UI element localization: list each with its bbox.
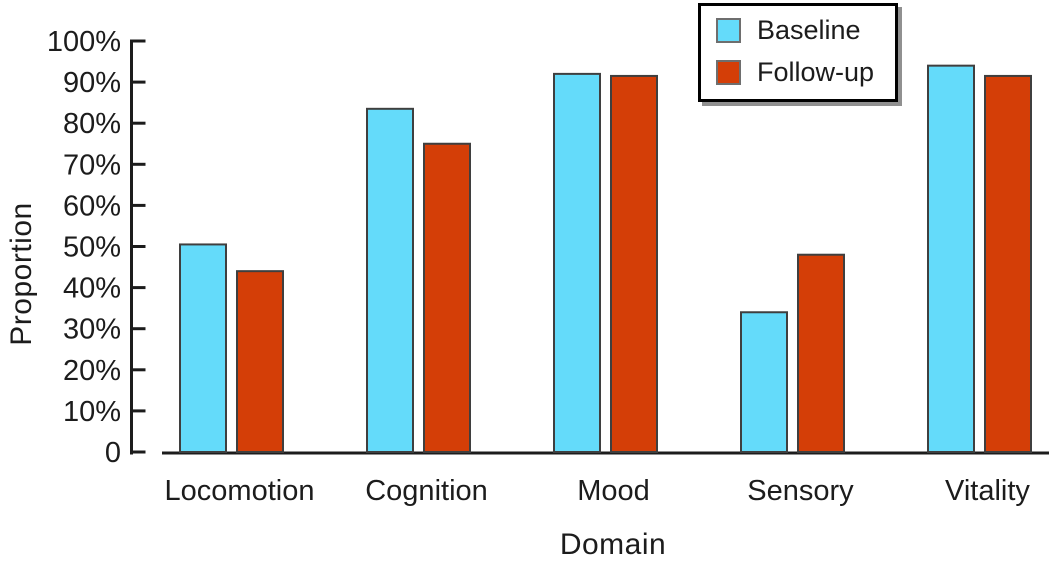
x-tick-labels: Locomotion Cognition Mood Sensory Vitality bbox=[165, 475, 1031, 507]
y-tick-label: 100% bbox=[47, 26, 121, 58]
x-tick-label: Cognition bbox=[365, 475, 488, 507]
x-tick-label: Sensory bbox=[747, 475, 854, 507]
x-tick-label: Mood bbox=[577, 475, 650, 507]
y-tick-label: 20% bbox=[63, 355, 121, 387]
y-axis: 0 10% 20% 30% 40% 50% 60% 70% 80% 90% 100% bbox=[47, 26, 146, 469]
y-tick-label: 80% bbox=[63, 108, 121, 140]
y-tick-label: 50% bbox=[63, 232, 121, 264]
bar-baseline-sensory bbox=[740, 311, 788, 454]
y-tick-label: 10% bbox=[63, 396, 121, 428]
y-tick-label: 0 bbox=[105, 437, 121, 469]
bar-baseline-vitality bbox=[927, 64, 975, 453]
bar-followup-vitality bbox=[984, 74, 1032, 453]
legend-label-followup: Follow-up bbox=[757, 57, 875, 87]
legend-item-followup: Follow-up bbox=[716, 59, 885, 86]
legend: Baseline Follow-up bbox=[698, 3, 898, 102]
x-axis-title: Domain bbox=[559, 528, 667, 561]
legend-label-baseline: Baseline bbox=[757, 15, 861, 45]
legend-item-baseline: Baseline bbox=[716, 17, 885, 44]
bar-baseline-locomotion bbox=[179, 243, 227, 453]
followup-swatch bbox=[716, 60, 741, 85]
bars bbox=[179, 64, 1032, 454]
bar-baseline-mood bbox=[553, 72, 601, 453]
y-tick-label: 90% bbox=[63, 67, 121, 99]
x-tick-label: Locomotion bbox=[165, 475, 315, 507]
bar-followup-locomotion bbox=[236, 270, 284, 453]
y-tick-label: 40% bbox=[63, 273, 121, 305]
bar-baseline-cognition bbox=[366, 107, 414, 453]
baseline-swatch bbox=[716, 18, 741, 43]
y-tick-label: 70% bbox=[63, 149, 121, 181]
x-tick-label: Vitality bbox=[945, 475, 1030, 507]
bar-followup-mood bbox=[610, 74, 658, 453]
y-tick-label: 60% bbox=[63, 190, 121, 222]
bar-followup-cognition bbox=[423, 142, 471, 453]
bar-followup-sensory bbox=[797, 253, 845, 453]
y-tick-label: 30% bbox=[63, 314, 121, 346]
y-axis-title: Proportion bbox=[5, 202, 38, 346]
